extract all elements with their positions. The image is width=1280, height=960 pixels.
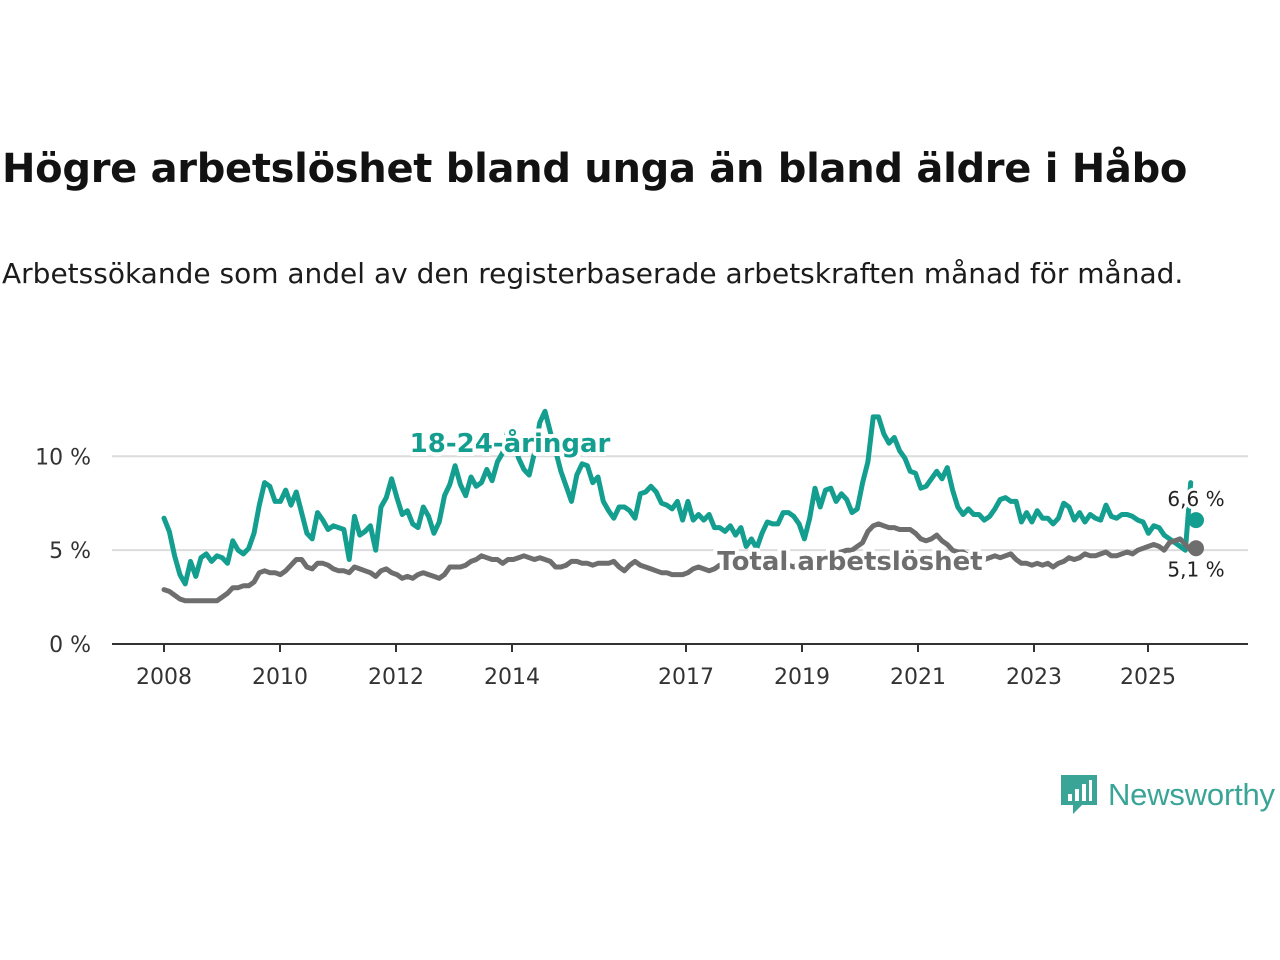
series-line-youth <box>161 408 1194 587</box>
end-value-label-youth: 6,6 % <box>1167 487 1224 511</box>
x-tick-label: 2012 <box>368 665 424 690</box>
series-end-marker-youth <box>1188 512 1204 529</box>
newsworthy-logo: Newsworthy <box>1058 772 1275 818</box>
x-axis: 2008 2010 2012 2014 2017 2019 2021 2023 2025 <box>112 643 1248 690</box>
x-tick-label: 2025 <box>1120 665 1176 690</box>
x-tick-label: 2019 <box>774 665 830 690</box>
series-line-total <box>161 521 1194 604</box>
chart-title: Högre arbetslöshet bland unga än bland ä… <box>2 146 1188 192</box>
grid-lines: 0 % 5 % 10 % <box>35 445 1248 658</box>
x-tick-label: 2014 <box>484 665 540 690</box>
x-tick-label: 2023 <box>1006 665 1062 690</box>
series-labels: 6,6 % 5,1 % 18-24-åringar Total arbetslöshe… <box>406 423 1228 584</box>
x-tick-label: 2010 <box>252 665 308 690</box>
series-end-marker-total <box>1188 540 1204 557</box>
x-tick-label: 2008 <box>136 665 192 690</box>
y-tick-label: 0 % <box>49 633 91 658</box>
end-value-label-total: 5,1 % <box>1167 557 1224 581</box>
series-lines <box>161 408 1204 604</box>
chart-subtitle: Arbetssökande som andel av den registerb… <box>2 257 1184 290</box>
brand-name: Newsworthy <box>1108 777 1275 812</box>
y-tick-label: 5 % <box>49 539 91 564</box>
y-tick-label: 10 % <box>35 445 91 470</box>
bar-chart-speech-bubble-icon <box>1061 775 1097 814</box>
series-label-youth: 18-24-åringar <box>410 427 611 459</box>
x-tick-label: 2017 <box>658 665 714 690</box>
x-tick-label: 2021 <box>890 665 946 690</box>
series-label-total: Total arbetslöshet <box>717 547 982 577</box>
